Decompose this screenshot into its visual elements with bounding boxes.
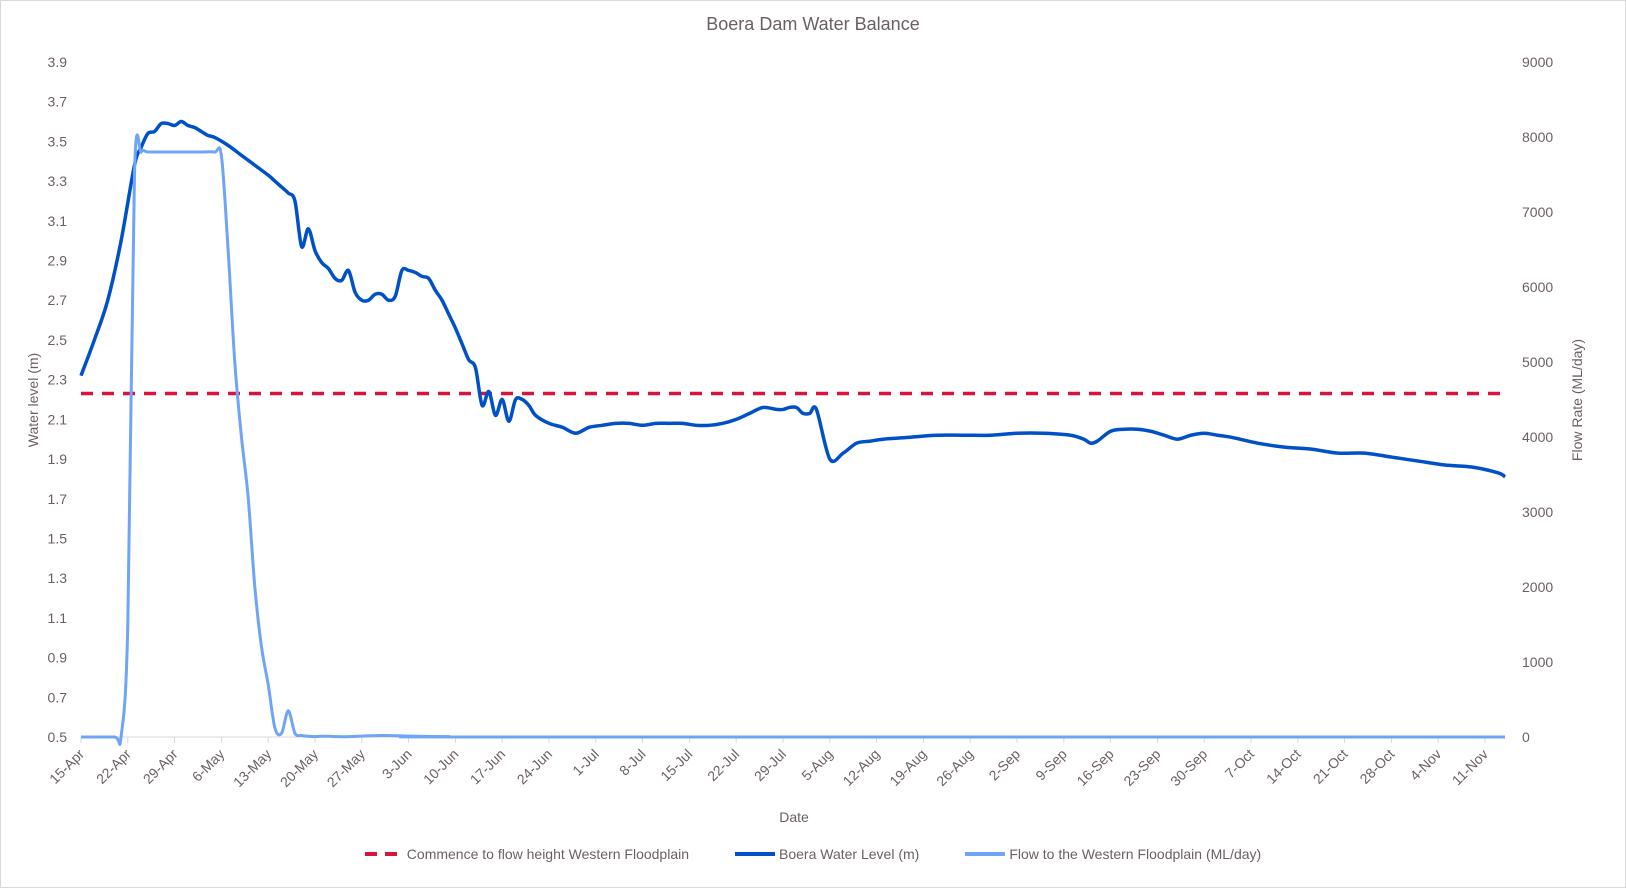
x-tick-label: 9-Sep (1032, 746, 1070, 784)
x-tick-label: 11-Nov (1449, 746, 1491, 788)
x-tick-label: 15-Jul (657, 746, 695, 784)
dashed-line-swatch-icon (364, 852, 403, 856)
y-tick-label: 3.9 (48, 54, 68, 70)
legend-label: Commence to flow height Western Floodpla… (406, 846, 690, 862)
x-tick-label: 3-Jun (379, 746, 415, 782)
y-tick-label: 1.7 (48, 491, 68, 507)
x-tick-label: 29-Apr (140, 746, 181, 787)
y-tick-label: 0.5 (48, 729, 68, 745)
y-tick-label: 1.1 (48, 610, 68, 626)
x-tick-label: 8-Jul (616, 746, 649, 779)
y2-tick-label: 6000 (1522, 279, 1553, 295)
light-blue-line-swatch-icon (965, 852, 1006, 856)
y2-tick-label: 5000 (1522, 354, 1553, 370)
y2-tick-label: 0 (1522, 729, 1530, 745)
x-tick-label: 1-Jul (569, 746, 602, 779)
x-tick-label: 26-Aug (933, 746, 976, 789)
y2-tick-label: 9000 (1522, 54, 1553, 70)
legend: Commence to flow height Western Floodpla… (0, 846, 1626, 862)
y-tick-label: 2.7 (48, 292, 68, 308)
x-tick-label: 22-Jul (704, 746, 742, 784)
legend-item-water-level: Boera Water Level (m) (735, 846, 919, 862)
x-tick-label: 13-May (230, 746, 274, 790)
legend-label: Boera Water Level (m) (779, 846, 920, 862)
x-tick-label: 29-Jul (751, 746, 789, 784)
x-tick-label: 6-May (189, 746, 228, 785)
y-tick-label: 3.5 (48, 133, 68, 149)
x-tick-label: 20-May (277, 746, 321, 790)
x-axis: 15-Apr 22-Apr 29-Apr 6-May 13-May 20-May 27-Ma… (46, 736, 1503, 790)
y2-axis-title: Flow Rate (ML/day) (1569, 339, 1585, 461)
series-layer (79, 119, 1507, 746)
x-tick-label: 14-Oct (1263, 746, 1304, 787)
y-tick-label: 1.3 (48, 570, 68, 586)
x-tick-label: 15-Apr (46, 746, 87, 787)
y-tick-label: 1.5 (48, 530, 68, 546)
x-tick-label: 17-Jun (467, 746, 509, 788)
y-tick-label: 0.9 (48, 650, 68, 666)
y-tick-label: 3.1 (48, 213, 68, 229)
y2-tick-label: 7000 (1522, 204, 1553, 220)
x-tick-label: 10-Jun (420, 746, 462, 788)
y-tick-label: 3.3 (48, 173, 68, 189)
y2-tick-label: 4000 (1522, 429, 1553, 445)
dark-blue-line-swatch-icon (735, 852, 776, 856)
y-tick-label: 2.5 (48, 332, 68, 348)
y-axis-left: 3.9 3.7 3.5 3.3 3.1 2.9 2.7 2.5 2.3 2.1 1.9 1.7 1.5 1… (48, 54, 68, 745)
x-axis-title: Date (779, 809, 809, 825)
legend-label: Flow to the Western Floodplain (ML/day) (1009, 846, 1262, 862)
x-tick-label: 2-Sep (985, 746, 1023, 784)
x-tick-label: 30-Sep (1167, 746, 1210, 789)
x-tick-label: 7-Oct (1222, 746, 1258, 782)
x-tick-label: 5-Aug (798, 746, 836, 784)
y-tick-label: 2.3 (48, 372, 68, 388)
x-tick-label: 4-Nov (1407, 746, 1445, 784)
y2-tick-label: 1000 (1522, 654, 1553, 670)
y-tick-label: 2.1 (48, 411, 68, 427)
y2-tick-label: 2000 (1522, 579, 1553, 595)
y2-tick-label: 3000 (1522, 504, 1553, 520)
y-tick-label: 1.9 (48, 451, 68, 467)
y-tick-label: 3.7 (48, 94, 68, 110)
x-tick-label: 27-May (324, 746, 368, 790)
y-tick-label: 0.7 (48, 689, 68, 705)
x-tick-label: 24-Jun (514, 746, 556, 788)
water-level-line (79, 119, 1507, 479)
legend-item-commence-to-flow: Commence to flow height Western Floodpla… (364, 846, 690, 862)
x-tick-label: 12-Aug (839, 746, 882, 789)
x-tick-label: 19-Aug (886, 746, 929, 789)
x-tick-label: 21-Oct (1310, 746, 1351, 787)
y-tick-label: 2.9 (48, 253, 68, 269)
x-tick-label: 16-Sep (1073, 746, 1116, 789)
flow-line (80, 133, 1506, 746)
legend-item-flow: Flow to the Western Floodplain (ML/day) (965, 846, 1261, 862)
y2-tick-label: 8000 (1522, 129, 1553, 145)
x-tick-label: 22-Apr (93, 746, 134, 787)
x-tick-label: 23-Sep (1120, 746, 1163, 789)
y-axis-right: 9000 8000 7000 6000 5000 4000 3000 2000 1000 0 (1522, 54, 1553, 745)
chart-title: Boera Dam Water Balance (706, 14, 920, 34)
y-axis-title: Water level (m) (25, 353, 41, 447)
x-tick-label: 28-Oct (1356, 746, 1397, 787)
